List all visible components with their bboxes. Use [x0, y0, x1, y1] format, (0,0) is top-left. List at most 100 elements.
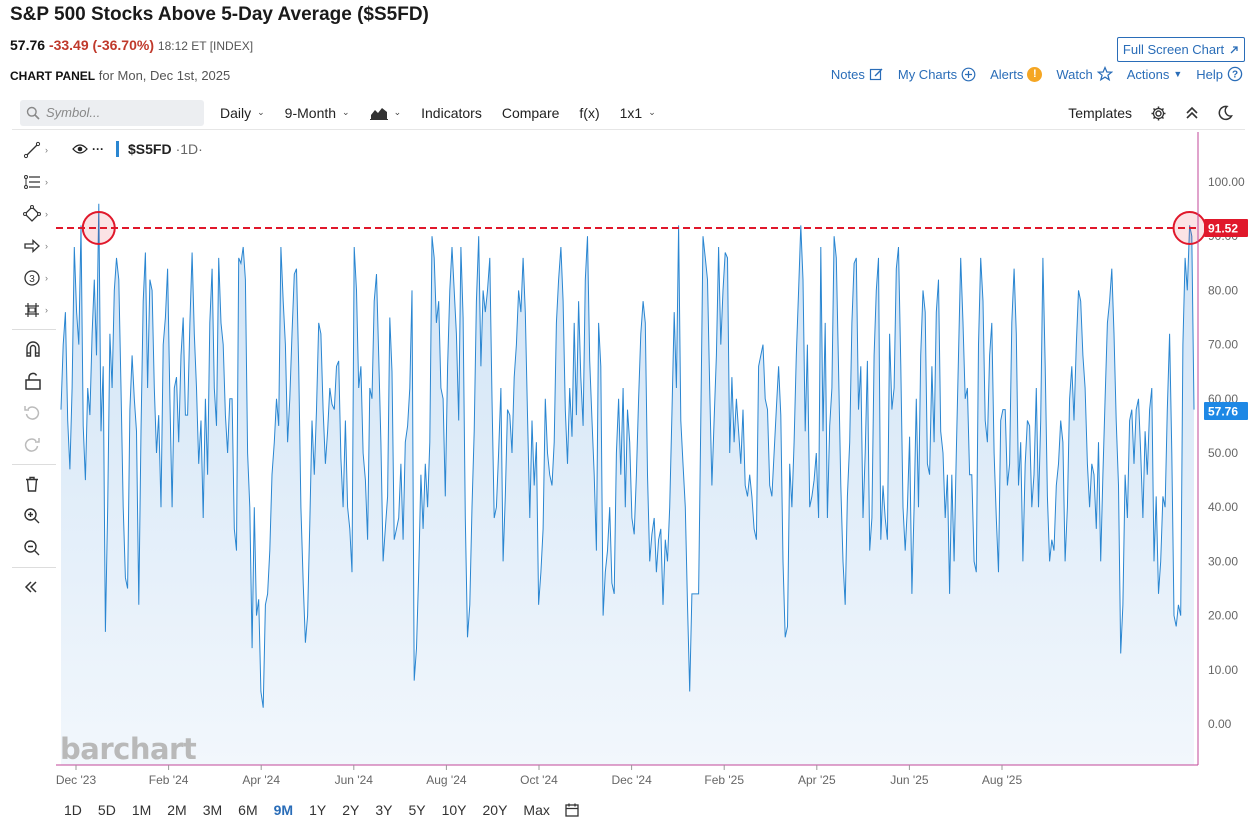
measure-tool[interactable]: › [12, 294, 56, 326]
chevron-right-icon: › [45, 209, 48, 219]
chart-area[interactable]: 100.0090.0080.0070.0060.0050.0040.0030.0… [56, 132, 1255, 792]
toolbar-right: Templates [1068, 96, 1245, 130]
highlight-circle-end [1172, 210, 1207, 245]
top-links: Notes My Charts Alerts ! Watch Actions ▼… [831, 66, 1243, 82]
period-dropdown[interactable]: 9-Month ⌄ [281, 105, 354, 121]
help-link[interactable]: Help ? [1196, 66, 1243, 82]
y-tick-label: 30.00 [1208, 554, 1238, 568]
count-tool[interactable]: 3 › [12, 262, 56, 294]
eye-icon[interactable] [72, 143, 88, 155]
help-label: Help [1196, 66, 1223, 82]
diamond-shape-icon [23, 205, 41, 223]
full-screen-label: Full Screen Chart [1122, 42, 1225, 57]
range-1m-button[interactable]: 1M [131, 802, 152, 818]
range-20y-button[interactable]: 20Y [482, 802, 508, 818]
undo-icon [23, 404, 41, 422]
actions-menu[interactable]: Actions ▼ [1127, 67, 1183, 82]
fibonacci-tool[interactable]: › [12, 166, 56, 198]
watch-link[interactable]: Watch [1056, 66, 1113, 82]
help-circle-icon: ? [1227, 66, 1243, 82]
price-chart[interactable]: 100.0090.0080.0070.0060.0050.0040.0030.0… [56, 132, 1255, 792]
chart-toolbar: Symbol... Daily ⌄ 9-Month ⌄ ⌄ Indicators… [12, 96, 1245, 130]
interval-dropdown[interactable]: Daily ⌄ [216, 105, 269, 121]
indicators-button[interactable]: Indicators [417, 105, 486, 121]
undo-button[interactable] [12, 397, 56, 429]
search-placeholder: Symbol... [46, 105, 101, 120]
full-screen-chart-button[interactable]: Full Screen Chart [1117, 37, 1245, 62]
range-5y-button[interactable]: 5Y [408, 802, 426, 818]
range-max-button[interactable]: Max [523, 802, 550, 818]
chevron-down-icon: ▼ [1173, 69, 1183, 79]
range-6m-button[interactable]: 6M [238, 802, 258, 818]
period-label: 9-Month [284, 104, 337, 121]
collapse-up-icon[interactable] [1185, 106, 1199, 120]
function-button[interactable]: f(x) [575, 105, 603, 121]
series-area [61, 203, 1194, 765]
range-10y-button[interactable]: 10Y [441, 802, 467, 818]
range-2y-button[interactable]: 2Y [342, 802, 360, 818]
chart-type-dropdown[interactable]: ⌄ [366, 106, 406, 120]
templates-button[interactable]: Templates [1068, 105, 1132, 121]
gear-icon[interactable] [1150, 105, 1167, 122]
zoom-out-button[interactable] [12, 532, 56, 564]
calendar-icon[interactable] [564, 802, 580, 818]
range-9m-button[interactable]: 9M [273, 802, 294, 818]
range-selector: 1D 5D 1M 2M 3M 6M 9M 1Y 2Y 3Y 5Y 10Y 20Y Max [56, 797, 1246, 823]
double-chevron-left-icon [23, 579, 39, 595]
magnet-icon [23, 339, 43, 359]
legend-menu-icon[interactable]: ··· [92, 142, 104, 156]
delete-drawings-button[interactable] [12, 468, 56, 500]
legend-symbol: $S5FD [128, 141, 172, 157]
arrow-right-icon [23, 237, 41, 255]
edit-icon [869, 67, 884, 82]
expand-icon [1229, 45, 1239, 55]
watch-label: Watch [1056, 66, 1093, 82]
zoom-in-button[interactable] [12, 500, 56, 532]
redo-button[interactable] [12, 429, 56, 461]
x-tick-label: Feb '24 [149, 773, 189, 787]
y-tick-label: 100.00 [1208, 175, 1245, 189]
series-line-path [60, 203, 1195, 708]
alerts-link[interactable]: Alerts ! [990, 66, 1043, 82]
x-tick-label: Apr '24 [242, 773, 280, 787]
range-3y-button[interactable]: 3Y [375, 802, 393, 818]
star-icon [1096, 66, 1113, 82]
symbol-search-input[interactable]: Symbol... [20, 99, 204, 126]
range-5d-button[interactable]: 5D [97, 802, 116, 818]
series-legend[interactable]: ··· $S5FD ·1D· [72, 141, 203, 157]
series-line [60, 203, 1195, 708]
trend-line-tool[interactable]: › [12, 134, 56, 166]
compare-label: Compare [501, 104, 560, 121]
layout-label: 1x1 [619, 104, 643, 121]
range-3m-button[interactable]: 3M [202, 802, 223, 818]
layout-dropdown[interactable]: 1x1 ⌄ [616, 105, 660, 121]
area-fill [61, 203, 1194, 765]
toolbar-divider [12, 567, 56, 568]
magnet-tool[interactable] [12, 333, 56, 365]
notes-link[interactable]: Notes [831, 67, 884, 82]
last-price: 57.76 [10, 37, 46, 53]
reference-line [56, 210, 1207, 245]
y-tick-label: 10.00 [1208, 663, 1238, 677]
zoom-in-icon [23, 507, 41, 525]
actions-label: Actions [1126, 66, 1170, 82]
moon-icon[interactable] [1217, 105, 1233, 121]
quote-time: 18:12 ET [INDEX] [157, 39, 254, 53]
y-tick-label: 80.00 [1208, 283, 1238, 297]
my-charts-link[interactable]: My Charts [898, 67, 976, 82]
x-tick-label: Aug '25 [982, 773, 1023, 787]
range-1y-button[interactable]: 1Y [309, 802, 327, 818]
range-2m-button[interactable]: 2M [167, 802, 187, 818]
range-1d-button[interactable]: 1D [64, 802, 82, 818]
x-axis: Dec '23 Feb '24 Apr '24 Jun '24 Aug '24 Oct '… [56, 765, 1022, 787]
shapes-tool[interactable]: › [12, 198, 56, 230]
x-tick-label: Apr '25 [798, 773, 836, 787]
collapse-toolbar-button[interactable] [12, 571, 56, 603]
redo-icon [23, 436, 41, 454]
compare-button[interactable]: Compare [498, 105, 564, 121]
arrow-tool[interactable]: › [12, 230, 56, 262]
function-label: f(x) [579, 104, 600, 121]
interval-label: Daily [220, 104, 252, 121]
lock-tool[interactable] [12, 365, 56, 397]
last-price-label-text: 57.76 [1208, 404, 1238, 418]
